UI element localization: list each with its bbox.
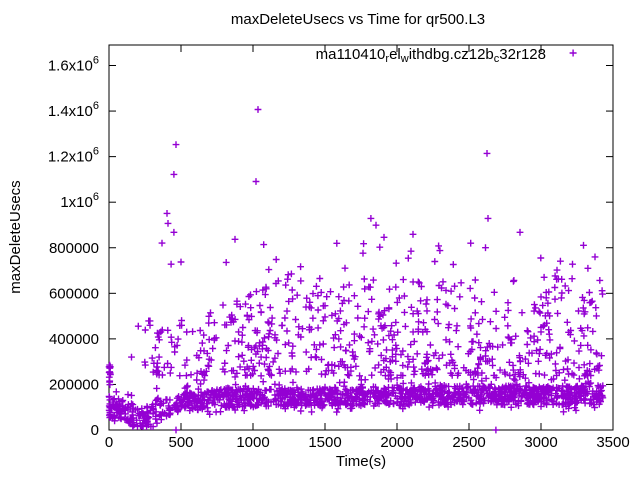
legend-label: ma110410relwithdbg.cz12bc32r128 <box>316 46 546 65</box>
y-tick-label: 1.2x106 <box>48 146 99 166</box>
legend: ma110410relwithdbg.cz12bc32r128 <box>316 46 577 65</box>
x-tick-label: 3500 <box>596 434 629 451</box>
plot-border <box>108 44 614 431</box>
x-tick-label: 500 <box>168 434 193 451</box>
x-axis-ticks: 0 500 1000 1500 2000 2500 3000 3500 <box>105 45 630 451</box>
y-tick-label: 1.4x106 <box>48 100 99 120</box>
y-axis-ticks: 0 200000 400000 600000 800000 1x106 1.2x106 1.4… <box>48 55 613 439</box>
x-tick-label: 2000 <box>380 434 413 451</box>
x-tick-label: 1000 <box>236 434 269 451</box>
scatter-points-path <box>105 106 607 434</box>
y-tick-label: 1.6x106 <box>48 55 99 75</box>
y-tick-label: 0 <box>91 422 99 439</box>
x-axis-label: Time(s) <box>336 453 386 470</box>
x-tick-label: 1500 <box>308 434 341 451</box>
x-tick-label: 3000 <box>524 434 557 451</box>
data-points <box>105 106 607 434</box>
x-tick-label: 2500 <box>452 434 485 451</box>
y-axis-label: maxDeleteUsecs <box>7 180 24 293</box>
plot-axes <box>108 44 614 431</box>
x-tick-label: 0 <box>105 434 113 451</box>
chart-title: maxDeleteUsecs vs Time for qr500.L3 <box>231 11 485 28</box>
legend-marker-plus <box>569 49 577 57</box>
y-tick-label: 600000 <box>49 285 99 302</box>
y-tick-label: 200000 <box>49 376 99 393</box>
y-tick-label: 800000 <box>49 240 99 257</box>
y-tick-label: 400000 <box>49 331 99 348</box>
y-tick-label: 1x106 <box>60 191 99 211</box>
